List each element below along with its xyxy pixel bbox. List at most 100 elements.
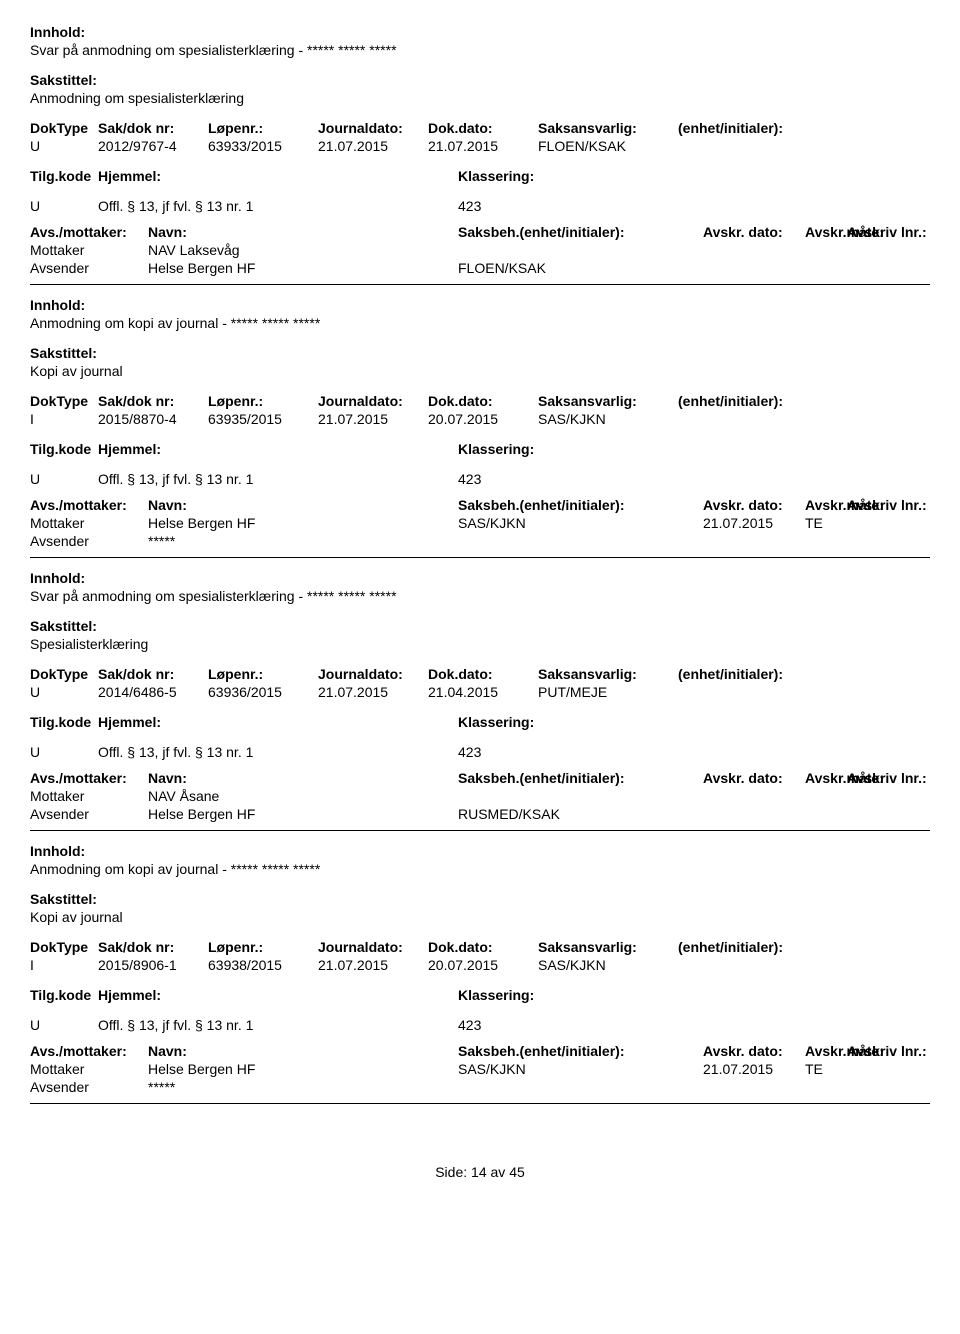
party-saksbeh: RUSMED/KSAK [458, 806, 703, 822]
party-name: ***** [148, 1079, 458, 1095]
party-avskrmate: TE [805, 1061, 847, 1077]
klassering-header: Klassering: [458, 714, 930, 730]
avskrdato-header: Avskr. dato: [703, 1043, 805, 1059]
record-divider [30, 830, 930, 831]
tilgkode-header: Tilg.kode [30, 714, 98, 730]
dokdato-value: 20.07.2015 [428, 957, 538, 973]
saksbeh-header: Saksbeh.(enhet/initialer): [458, 497, 703, 513]
doktype-value: U [30, 684, 98, 700]
party-role: Mottaker [30, 242, 148, 258]
doktype-header: DokType [30, 120, 98, 136]
dokdato-header: Dok.dato: [428, 120, 538, 136]
enhet-header: (enhet/initialer): [678, 939, 930, 955]
party-name: ***** [148, 533, 458, 549]
doktype-header: DokType [30, 393, 98, 409]
avskrmate-header: Avskr.måte: [805, 770, 847, 786]
avskrlnr-header: Avskriv lnr.: [847, 1043, 930, 1059]
record-divider [30, 557, 930, 558]
journal-record: Innhold: Svar på anmodning om spesialist… [30, 570, 930, 822]
party-row: Mottaker NAV Laksevåg [30, 242, 930, 258]
meta-header-row: DokType Sak/dok nr: Løpenr.: Journaldato… [30, 393, 930, 409]
klassering-value: 423 [458, 744, 930, 760]
avsmottaker-header: Avs./mottaker: [30, 497, 148, 513]
party-avskrdato [703, 1079, 805, 1095]
sakdok-value: 2012/9767-4 [98, 138, 208, 154]
party-avskrmate [805, 533, 847, 549]
journal-value: 21.07.2015 [318, 957, 428, 973]
page-footer: Side: 14 av 45 [30, 1164, 930, 1180]
sakstittel-label: Sakstittel: [30, 72, 930, 88]
party-name: NAV Laksevåg [148, 242, 458, 258]
navn-header: Navn: [148, 770, 458, 786]
saksans-value: PUT/MEJE [538, 684, 678, 700]
enhet-header: (enhet/initialer): [678, 120, 930, 136]
party-row: Avsender Helse Bergen HF RUSMED/KSAK [30, 806, 930, 822]
saksans-value: SAS/KJKN [538, 957, 678, 973]
record-divider [30, 1103, 930, 1104]
avskrdato-header: Avskr. dato: [703, 497, 805, 513]
sakstittel-label: Sakstittel: [30, 618, 930, 634]
meta-value-row: I 2015/8906-1 63938/2015 21.07.2015 20.0… [30, 957, 930, 973]
tilg-header-row: Tilg.kode Hjemmel: Klassering: [30, 441, 930, 457]
lopen-header: Løpenr.: [208, 939, 318, 955]
party-name: NAV Åsane [148, 788, 458, 804]
party-avskrdato: 21.07.2015 [703, 515, 805, 531]
party-saksbeh [458, 1079, 703, 1095]
sakstittel-text: Anmodning om spesialisterklæring [30, 90, 930, 106]
hjemmel-value: Offl. § 13, jf fvl. § 13 nr. 1 [98, 1017, 458, 1033]
avsmottaker-header: Avs./mottaker: [30, 224, 148, 240]
enhet-header: (enhet/initialer): [678, 666, 930, 682]
tilgkode-header: Tilg.kode [30, 168, 98, 184]
innhold-label: Innhold: [30, 297, 930, 313]
doktype-value: I [30, 957, 98, 973]
party-avskrdato [703, 806, 805, 822]
lopen-header: Løpenr.: [208, 666, 318, 682]
journal-header: Journaldato: [318, 393, 428, 409]
party-name: Helse Bergen HF [148, 806, 458, 822]
party-role: Avsender [30, 260, 148, 276]
sakdok-value: 2015/8870-4 [98, 411, 208, 427]
party-avskrdato [703, 242, 805, 258]
party-role: Mottaker [30, 788, 148, 804]
party-saksbeh [458, 242, 703, 258]
sakstittel-text: Spesialisterklæring [30, 636, 930, 652]
klassering-value: 423 [458, 1017, 930, 1033]
meta-value-row: I 2015/8870-4 63935/2015 21.07.2015 20.0… [30, 411, 930, 427]
avskrlnr-header: Avskriv lnr.: [847, 497, 930, 513]
meta-value-row: U 2014/6486-5 63936/2015 21.07.2015 21.0… [30, 684, 930, 700]
tilgkode-header: Tilg.kode [30, 987, 98, 1003]
avskrlnr-header: Avskriv lnr.: [847, 224, 930, 240]
party-saksbeh [458, 788, 703, 804]
tilg-header-row: Tilg.kode Hjemmel: Klassering: [30, 168, 930, 184]
party-row: Mottaker Helse Bergen HF SAS/KJKN 21.07.… [30, 515, 930, 531]
innhold-text: Svar på anmodning om spesialisterklæring… [30, 588, 930, 604]
avskrlnr-header: Avskriv lnr.: [847, 770, 930, 786]
party-row: Mottaker NAV Åsane [30, 788, 930, 804]
meta-header-row: DokType Sak/dok nr: Løpenr.: Journaldato… [30, 120, 930, 136]
party-avskrdato: 21.07.2015 [703, 1061, 805, 1077]
sakstittel-label: Sakstittel: [30, 345, 930, 361]
sakdok-header: Sak/dok nr: [98, 939, 208, 955]
tilgkode-value: U [30, 1017, 98, 1033]
party-header-row: Avs./mottaker: Navn: Saksbeh.(enhet/init… [30, 224, 930, 240]
innhold-text: Svar på anmodning om spesialisterklæring… [30, 42, 930, 58]
hjemmel-value: Offl. § 13, jf fvl. § 13 nr. 1 [98, 198, 458, 214]
tilgkode-value: U [30, 198, 98, 214]
hjemmel-value: Offl. § 13, jf fvl. § 13 nr. 1 [98, 744, 458, 760]
lopen-value: 63933/2015 [208, 138, 318, 154]
party-row: Avsender ***** [30, 1079, 930, 1095]
party-avskrmate [805, 806, 847, 822]
av-label: av [491, 1164, 506, 1180]
tilg-header-row: Tilg.kode Hjemmel: Klassering: [30, 714, 930, 730]
sakdok-header: Sak/dok nr: [98, 666, 208, 682]
party-row: Avsender Helse Bergen HF FLOEN/KSAK [30, 260, 930, 276]
tilgkode-header: Tilg.kode [30, 441, 98, 457]
sakdok-header: Sak/dok nr: [98, 393, 208, 409]
dokdato-value: 21.07.2015 [428, 138, 538, 154]
tilg-value-row: U Offl. § 13, jf fvl. § 13 nr. 1 423 [30, 744, 930, 760]
saksans-header: Saksansvarlig: [538, 939, 678, 955]
sakstittel-text: Kopi av journal [30, 909, 930, 925]
tilgkode-value: U [30, 744, 98, 760]
party-avskrdato [703, 260, 805, 276]
sakdok-header: Sak/dok nr: [98, 120, 208, 136]
